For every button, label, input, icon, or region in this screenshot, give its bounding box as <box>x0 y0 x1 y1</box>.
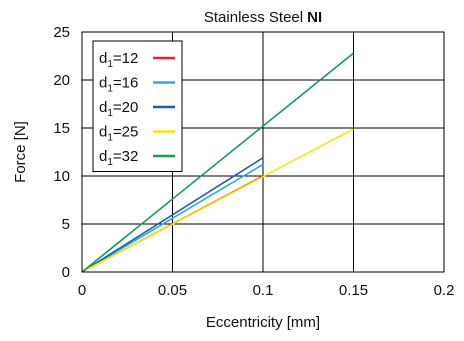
legend-label: d1=16 <box>99 75 138 95</box>
series-lines <box>81 52 355 273</box>
series-line-d1-16 <box>81 163 264 273</box>
legend: d1=12 d1=16 d1=20 d1=25 d1=32 <box>92 40 183 172</box>
plot-frame <box>81 31 445 273</box>
tick-labels: 0 0.05 0.1 0.15 0.2 0 5 10 15 20 25 <box>53 24 454 299</box>
y-tick-label: 0 <box>62 264 70 281</box>
legend-label: d1=12 <box>99 50 138 70</box>
y-tick-label: 10 <box>53 168 70 185</box>
y-tick-label: 20 <box>53 72 70 89</box>
series-line-d1-32 <box>81 52 355 273</box>
legend-label: d1=20 <box>99 99 138 119</box>
x-tick-label: 0.15 <box>339 282 368 299</box>
chart-title-bold: NI <box>307 9 322 26</box>
y-axis-label: Force [N] <box>12 121 29 183</box>
y-tick-label: 15 <box>53 120 70 137</box>
x-tick-label: 0.1 <box>253 282 274 299</box>
series-line-d1-25 <box>81 128 354 273</box>
x-tick-label: 0.05 <box>158 282 187 299</box>
chart-title-text: Stainless Steel <box>204 9 303 26</box>
y-tick-label: 5 <box>62 216 70 233</box>
y-tick-label: 25 <box>53 24 70 41</box>
legend-label: d1=32 <box>99 148 138 168</box>
chart-title: Stainless Steel NI <box>204 9 322 26</box>
series-line-d1-20 <box>81 157 264 273</box>
x-tick-label: 0 <box>78 282 86 299</box>
x-axis-label: Eccentricity [mm] <box>206 314 320 331</box>
x-tick-label: 0.2 <box>434 282 455 299</box>
legend-label: d1=25 <box>99 124 138 144</box>
